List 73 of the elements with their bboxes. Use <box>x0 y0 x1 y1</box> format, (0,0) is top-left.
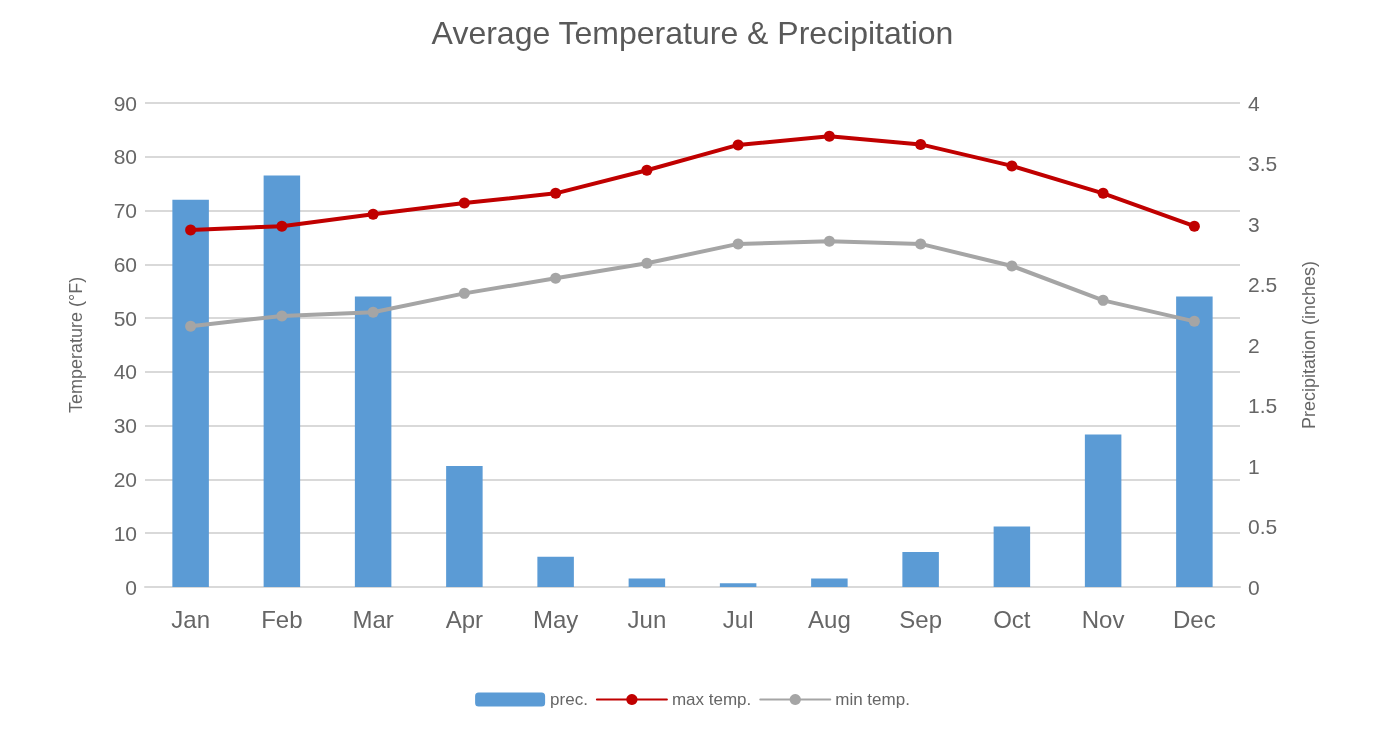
y-tick-label: 30 <box>113 414 137 438</box>
y2-tick-label: 4 <box>1248 91 1260 115</box>
point <box>458 287 470 299</box>
bar <box>537 556 574 587</box>
point <box>732 238 744 250</box>
x-tick-label: Dec <box>1173 605 1216 633</box>
y-axis-title: Temperature (°F) <box>66 276 86 414</box>
bar <box>263 175 301 587</box>
x-tick-label: Jul <box>722 605 754 633</box>
point <box>185 320 197 332</box>
point <box>276 220 288 232</box>
point <box>550 187 562 199</box>
x-tick-label: Jan <box>171 605 210 633</box>
point <box>1188 315 1200 327</box>
point <box>458 197 470 209</box>
point <box>641 257 653 269</box>
bar <box>1176 296 1213 587</box>
y2-axis-title: Precipitation (inches) <box>1299 260 1319 430</box>
point <box>367 208 379 220</box>
point <box>1097 187 1109 199</box>
point <box>1097 294 1109 306</box>
point <box>915 138 927 150</box>
y2-tick-label: 3.5 <box>1248 152 1278 175</box>
x-tick-label: Aug <box>808 605 851 633</box>
bar <box>172 199 209 587</box>
point <box>1006 160 1018 172</box>
bar <box>354 296 392 587</box>
point <box>1006 260 1018 272</box>
point <box>732 139 744 151</box>
point <box>185 224 197 236</box>
y-tick-label: 90 <box>113 91 137 115</box>
point <box>915 238 927 250</box>
x-tick-label: Oct <box>993 605 1031 633</box>
y-tick-label: 40 <box>113 360 137 384</box>
y-tick-label: 50 <box>113 306 137 330</box>
point <box>550 272 562 284</box>
point <box>276 310 288 322</box>
x-tick-label: Apr <box>445 605 484 633</box>
x-tick-label: Sep <box>899 605 942 633</box>
point <box>367 306 379 318</box>
y2-tick-label: 2.5 <box>1248 273 1278 296</box>
y-tick-label: 20 <box>113 467 137 491</box>
y2-tick-label: 0.5 <box>1248 515 1278 538</box>
bar <box>811 578 848 587</box>
x-tick-label: Mar <box>352 605 394 633</box>
point <box>1188 220 1200 232</box>
x-tick-label: Nov <box>1081 605 1125 633</box>
bar <box>993 526 1031 587</box>
x-tick-label: Feb <box>261 605 303 633</box>
y-tick-label: 70 <box>113 199 137 223</box>
point <box>823 235 835 247</box>
x-tick-label: May <box>532 605 579 633</box>
point <box>641 164 653 176</box>
bar <box>1084 434 1122 587</box>
legend-label: prec. <box>550 690 588 709</box>
x-tick-label: Jun <box>627 605 667 633</box>
bar <box>902 551 939 587</box>
y-tick-label: 80 <box>113 145 137 169</box>
y-tick-label: 60 <box>113 252 137 276</box>
point <box>823 130 835 142</box>
chart-title: Average Temperature & Precipitation <box>431 15 954 51</box>
bar <box>446 466 483 587</box>
bar <box>719 583 757 587</box>
y-tick-label: 10 <box>113 521 137 545</box>
bar <box>628 578 666 587</box>
y2-tick-label: 1 <box>1248 454 1260 478</box>
legend-label: min temp. <box>835 690 910 709</box>
y2-tick-label: 2 <box>1248 333 1260 357</box>
y2-tick-label: 3 <box>1248 212 1260 236</box>
y-tick-label: 0 <box>125 575 137 599</box>
legend-label: max temp. <box>671 690 752 709</box>
y2-tick-label: 0 <box>1248 575 1260 599</box>
y2-tick-label: 1.5 <box>1248 394 1278 417</box>
